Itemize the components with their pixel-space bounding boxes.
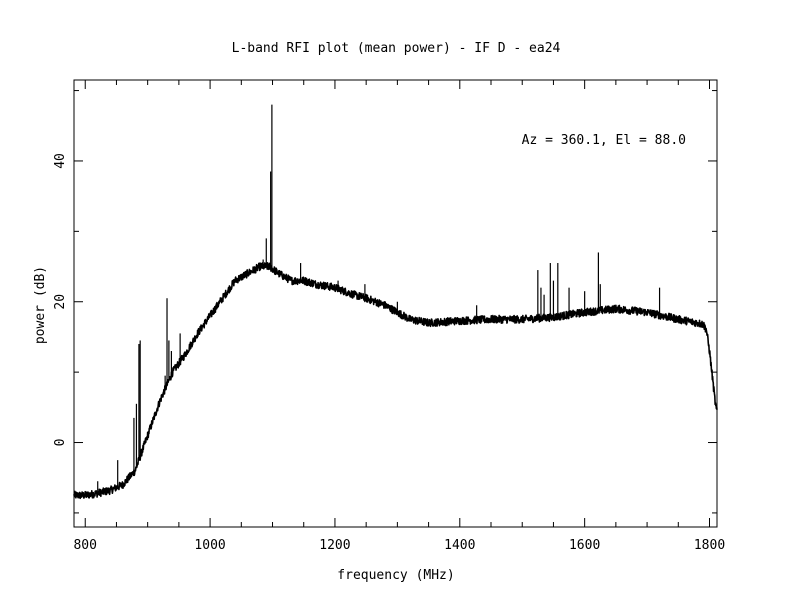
x-tick-label: 1400 (444, 538, 475, 553)
y-axis-label: power (dB) (33, 266, 48, 344)
plot-frame (73, 79, 718, 528)
y-tick-label: 20 (53, 294, 68, 310)
y-tick-label: 0 (53, 439, 68, 447)
x-tick-label: 1200 (319, 538, 350, 553)
x-axis-label: frequency (MHz) (337, 568, 454, 583)
chart-title: L-band RFI plot (mean power) - IF D - ea… (232, 41, 561, 56)
pointing-annotation: Az = 360.1, El = 88.0 (522, 133, 686, 148)
x-tick-label: 1000 (194, 538, 225, 553)
plot-border (73, 79, 718, 528)
x-tick-label: 1600 (569, 538, 600, 553)
power-trace (73, 262, 718, 500)
x-axis-ticks: 800 1000 1200 1400 1600 1800 (73, 80, 725, 553)
x-tick-label: 800 (73, 538, 96, 553)
x-tick-label: 1800 (694, 538, 725, 553)
y-tick-label: 40 (53, 153, 68, 169)
y-axis-ticks: 0 20 40 (53, 90, 717, 514)
series-group (73, 104, 718, 500)
